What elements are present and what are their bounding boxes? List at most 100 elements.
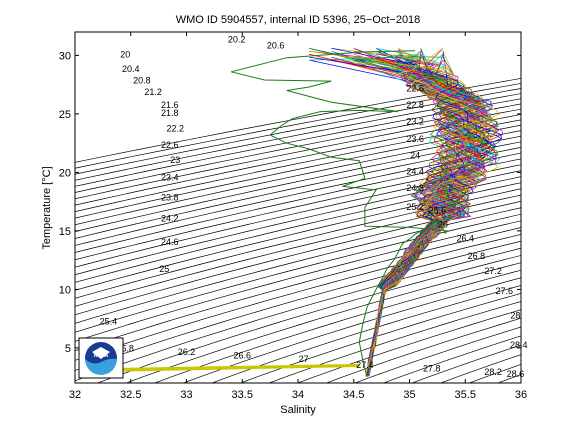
surface-segment — [117, 365, 360, 372]
surface-segment — [117, 365, 360, 371]
chart-title: WMO ID 5904557, internal ID 5396, 25−Oct… — [176, 14, 421, 26]
isopycnal-line — [75, 233, 521, 361]
isopycnal-line — [75, 240, 521, 371]
isopycnal-label: 20 — [120, 50, 130, 60]
surface-segment — [117, 366, 360, 372]
isopycnal-label: 25.4 — [100, 317, 118, 327]
isopycnal-label: 23.2 — [406, 116, 424, 126]
y-tick-label: 10 — [59, 284, 71, 296]
isopycnal-label: 23.4 — [161, 173, 179, 183]
isopycnal-line — [75, 247, 521, 382]
isopycnal-line — [296, 309, 521, 383]
isopycnal-label: 23.6 — [406, 134, 424, 144]
y-tick-label: 15 — [59, 226, 71, 238]
isopycnal-label: 20.6 — [267, 40, 285, 50]
isopycnal-line — [75, 135, 521, 232]
noaa-logo: NOAA — [78, 337, 124, 379]
profile-line — [367, 56, 491, 377]
isopycnal-line — [75, 164, 521, 268]
y-tick-label: 20 — [59, 167, 71, 179]
isopycnal-label: 21.6 — [161, 100, 179, 110]
isopycnal-label: 27 — [299, 354, 309, 364]
isopycnal-line — [75, 176, 521, 283]
isopycnal-label: 25.8 — [116, 343, 134, 353]
isopycnal-label: 26 — [438, 219, 448, 229]
y-tick-label: 25 — [59, 109, 71, 121]
profile-line — [365, 54, 498, 377]
isopycnal-line — [75, 141, 521, 239]
isopycnal-line — [153, 269, 521, 383]
isopycnal-line — [96, 255, 521, 383]
isopycnal-label: 24.4 — [406, 167, 424, 177]
isopycnal-line — [75, 124, 521, 219]
isopycnal-label: 22.6 — [406, 84, 424, 94]
isopycnal-line — [382, 335, 521, 383]
isopycnal-label: 24.8 — [406, 183, 424, 193]
x-tick-label: 33.5 — [232, 389, 253, 401]
isopycnal-label: 23.8 — [161, 193, 179, 203]
isopycnal-line — [239, 293, 521, 383]
isopycnal-label: 27.4 — [356, 360, 374, 370]
isopycnal-label: 26.8 — [468, 251, 486, 261]
x-tick-label: 34 — [292, 389, 304, 401]
isopycnal-line — [75, 158, 521, 261]
x-tick-label: 32.5 — [120, 389, 141, 401]
isopycnal-line — [75, 152, 521, 253]
isopycnal-line — [75, 182, 521, 291]
isopycnal-labels: 20 20.2 20.6 20.4 20.821.2 21.621.8 22.2 22.6 23… — [100, 35, 528, 380]
profile-lines — [117, 48, 504, 378]
isopycnal-line — [125, 262, 521, 383]
isopycnal-label: 21.8 — [161, 108, 179, 118]
isopycnal-label: 26.2 — [178, 347, 196, 357]
isopycnal-label: 22.2 — [167, 123, 185, 133]
isopycnal-label: 24.6 — [161, 237, 179, 247]
x-tick-label: 36 — [515, 389, 527, 401]
isopycnal-label: 25 — [159, 264, 169, 274]
isopycnal-line — [182, 277, 521, 383]
isopycnal-line — [354, 326, 521, 383]
isopycnal-label: 20.2 — [228, 35, 246, 45]
isopycnal-line — [75, 200, 521, 316]
isopycnal-label: 25.2 — [406, 202, 424, 212]
isopycnal-line — [75, 119, 521, 212]
surface-segment — [117, 364, 360, 370]
isopycnal-label: 26.6 — [234, 350, 252, 360]
isopycnal-label: 25.6 — [429, 205, 447, 215]
isopycnal-label: 28.4 — [510, 340, 528, 350]
profile-line — [366, 48, 501, 376]
y-axis-label: Temperature [°C] — [41, 166, 53, 249]
x-tick-label: 32 — [69, 389, 81, 401]
y-tick-label: 30 — [59, 50, 71, 62]
noaa-logo-text: NOAA — [94, 353, 109, 359]
surface-segment — [117, 364, 360, 370]
isopycnal-label: 27.8 — [423, 363, 441, 373]
isopycnal-label: 21.2 — [144, 87, 162, 97]
y-tick-label: 5 — [65, 343, 71, 355]
isopycnal-label: 22.8 — [406, 100, 424, 110]
isopycnal-label: 26.4 — [457, 233, 475, 243]
isopycnal-label: 27.6 — [496, 286, 514, 296]
x-axis-label: Salinity — [280, 404, 316, 416]
isopycnal-line — [75, 170, 521, 276]
x-axis: 32 32.5 33 33.5 34 34.5 35 35.5 36 — [69, 32, 527, 401]
isopycnal-line — [268, 301, 521, 383]
x-tick-label: 35.5 — [455, 389, 476, 401]
isopycnal-label: 20.8 — [133, 76, 151, 86]
isopycnal-label: 28 — [510, 311, 520, 321]
y-axis: 5 10 15 20 25 30 — [59, 50, 521, 355]
x-tick-label: 35 — [403, 389, 415, 401]
isopycnal-line — [325, 317, 521, 383]
x-tick-label: 34.5 — [343, 389, 364, 401]
isopycnal-label: 24.2 — [161, 214, 179, 224]
isopycnal-label: 22.6 — [161, 140, 179, 150]
isopycnal-label: 28.6 — [507, 369, 525, 379]
surface-segment — [117, 363, 360, 369]
isopycnal-line — [211, 285, 521, 383]
isopycnal-line — [75, 147, 521, 246]
isopycnal-label: 24 — [410, 150, 420, 160]
isopycnal-label: 27.2 — [484, 266, 502, 276]
isopycnal-line — [75, 130, 521, 226]
isopycnal-label: 20.4 — [122, 64, 140, 74]
isopycnal-label: 23 — [170, 155, 180, 165]
